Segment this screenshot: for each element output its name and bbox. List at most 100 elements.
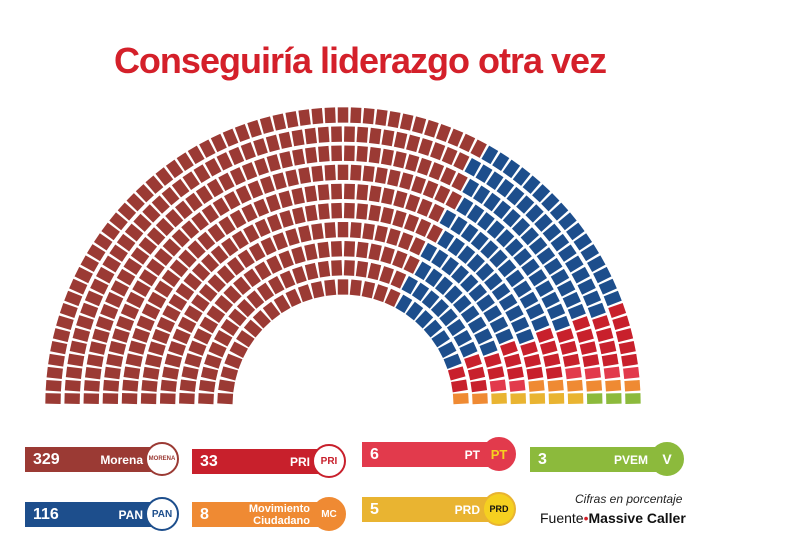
seat-pri <box>506 366 524 380</box>
seat-morena <box>240 142 256 161</box>
seat-pri <box>543 353 561 367</box>
seat-morena <box>337 107 349 123</box>
seat-pan <box>456 197 474 217</box>
seat-morena <box>201 204 220 224</box>
seat-morena <box>83 380 100 392</box>
seat-morena <box>362 165 375 182</box>
seat-morena <box>417 157 432 176</box>
seat-morena <box>422 180 439 199</box>
seat-morena <box>199 139 216 158</box>
seat-morena <box>241 162 258 181</box>
seat-pri <box>612 315 630 330</box>
seat-morena <box>80 255 99 273</box>
seat-morena <box>130 247 150 265</box>
seat-morena <box>46 366 63 380</box>
seat-morena <box>253 138 268 156</box>
seat-morena <box>279 270 296 289</box>
seat-pan <box>439 308 458 327</box>
seat-morena <box>236 298 256 318</box>
legend-label: Movimiento Ciudadano <box>248 502 310 527</box>
seat-morena <box>159 393 176 405</box>
seat-morena <box>108 340 127 355</box>
seat-morena <box>72 327 91 342</box>
seat-pt <box>603 366 621 379</box>
seat-morena <box>151 195 170 214</box>
seat-morena <box>184 353 203 368</box>
seat-morena <box>369 127 382 145</box>
seat-pan <box>486 220 505 239</box>
seat-pan <box>483 192 501 212</box>
seat-morena <box>168 340 186 356</box>
seat-pri <box>487 366 505 380</box>
seat-pan <box>497 259 517 278</box>
seat-morena <box>179 379 197 392</box>
seat-pan <box>551 315 570 332</box>
seat-morena <box>343 145 355 162</box>
seat-pan <box>571 266 590 284</box>
seat-pri <box>483 353 502 368</box>
seat-morena <box>331 183 343 200</box>
seat-morena <box>86 244 106 262</box>
seat-morena <box>84 290 104 307</box>
seat-morena <box>405 194 421 213</box>
seat-pan <box>462 178 480 198</box>
seat-pan <box>598 278 617 295</box>
seat-pan <box>437 230 455 250</box>
seat-morena <box>272 232 289 251</box>
seat-pvem <box>625 393 641 405</box>
seat-morena <box>121 393 138 405</box>
seat-morena <box>272 172 287 190</box>
seat-pan <box>423 319 443 338</box>
seat-morena <box>411 176 427 194</box>
legend-pt: 6 PT PT <box>362 437 516 471</box>
seat-morena <box>195 185 214 205</box>
seat-pan <box>460 223 479 243</box>
seat-morena <box>317 241 330 259</box>
seat-morena <box>350 164 362 181</box>
seat-morena <box>247 119 262 138</box>
seat-morena <box>138 237 158 255</box>
seat-morena <box>48 353 65 367</box>
seat-pri <box>572 316 591 331</box>
seat-morena <box>216 152 233 171</box>
seat-pan <box>434 276 453 296</box>
seat-morena <box>90 278 109 295</box>
legend-mc: 8 Movimiento Ciudadano MC <box>192 497 346 531</box>
seat-movimiento-ciudadano <box>605 379 622 392</box>
seat-morena <box>84 367 102 380</box>
seat-pan <box>577 278 596 295</box>
seat-morena <box>331 202 343 219</box>
seat-pri <box>503 353 522 368</box>
legend-value: 3 <box>538 450 547 468</box>
seat-morena <box>101 222 120 241</box>
seat-morena <box>266 214 283 233</box>
seat-morena <box>136 315 155 332</box>
seat-morena <box>304 204 318 222</box>
seat-morena <box>93 233 113 251</box>
seat-pan <box>528 269 548 287</box>
seat-morena <box>356 241 369 259</box>
seat-morena <box>381 187 395 205</box>
seat-pan <box>467 316 487 334</box>
seat-morena <box>110 280 130 297</box>
seat-pri <box>595 327 614 342</box>
seat-morena <box>116 315 135 332</box>
seat-pan <box>474 328 493 345</box>
seat-pt <box>509 379 526 392</box>
seat-morena <box>199 316 219 334</box>
seat-morena <box>169 259 189 278</box>
legend-value: 329 <box>33 450 60 468</box>
morena-logo-icon: MORENA <box>145 442 179 476</box>
seat-morena <box>183 272 202 291</box>
seat-morena <box>247 180 264 199</box>
seat-morena <box>311 108 324 125</box>
seat-morena <box>165 159 184 179</box>
seat-pan <box>593 266 612 284</box>
seat-morena <box>291 187 305 205</box>
seat-morena <box>343 260 355 276</box>
seat-pri <box>579 341 597 355</box>
seat-pan <box>439 209 457 229</box>
seat-movimiento-ciudadano <box>586 380 603 392</box>
seat-morena <box>285 228 300 246</box>
seat-pan <box>603 290 622 307</box>
